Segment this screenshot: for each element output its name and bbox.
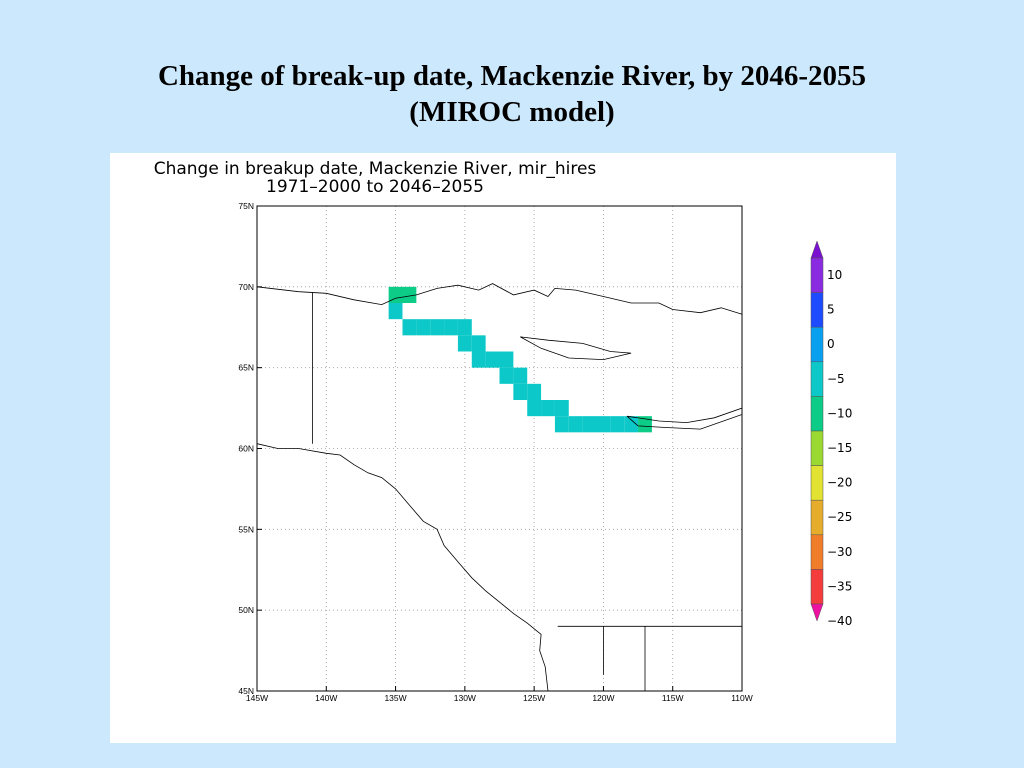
lon-tick-label: 120W — [592, 693, 614, 703]
colorbar-label: −15 — [827, 441, 852, 455]
colorbar-segment — [810, 240, 824, 259]
grid-cell — [568, 416, 583, 433]
grid-lines — [257, 206, 742, 691]
colorbar-label: −20 — [827, 476, 852, 490]
lat-tick-label: 45N — [238, 686, 254, 696]
colorbar-label: 10 — [827, 268, 842, 282]
map-figure: Change in breakup date, Mackenzie River,… — [154, 159, 853, 703]
colorbar-segment — [810, 361, 824, 397]
colorbar-label: 5 — [827, 303, 835, 317]
figure-title-line2: 1971–2000 to 2046–2055 — [266, 177, 484, 197]
colorbar: 10 5 0 −5 −10 −15 −20 −25 −30 −35 −40 — [810, 240, 852, 628]
grid-cell — [596, 416, 611, 433]
lon-tick-label: 140W — [315, 693, 337, 703]
arctic-coastline — [256, 283, 743, 315]
grid-cell — [638, 416, 652, 433]
grid-cell — [513, 383, 528, 400]
grid-cell — [624, 416, 639, 433]
lat-tick-label: 50N — [238, 605, 254, 615]
grid-cell — [457, 335, 472, 352]
lat-tick-label: 75N — [238, 201, 254, 211]
colorbar-label: −40 — [827, 614, 852, 628]
grid-cell — [471, 351, 486, 368]
lon-tick-label: 110W — [731, 693, 753, 703]
grid-cell — [554, 416, 569, 433]
grid-cell — [513, 367, 528, 384]
grid-cell — [582, 416, 597, 433]
grid-cell — [416, 319, 431, 336]
colorbar-label: −35 — [827, 579, 852, 593]
grid-cell — [388, 286, 403, 303]
lat-tick-label: 60N — [238, 444, 254, 454]
grid-cell — [402, 286, 417, 303]
colorbar-label: −30 — [827, 545, 852, 559]
colorbar-segment — [810, 292, 824, 328]
colorbar-segment — [810, 257, 824, 293]
grid-cell — [554, 400, 569, 417]
slide-title: Change of break-up date, Mackenzie River… — [0, 58, 1024, 130]
colorbar-segment — [810, 430, 824, 466]
lat-tick-label: 55N — [238, 524, 254, 534]
grid-cell — [541, 400, 555, 417]
grid-cell — [388, 303, 403, 320]
grid-cell — [402, 319, 417, 336]
grid-cell — [499, 351, 514, 368]
colorbar-label: 0 — [827, 337, 835, 351]
grid-cell — [430, 319, 445, 336]
colorbar-segment — [810, 396, 824, 432]
lon-tick-label: 135W — [384, 693, 406, 703]
grid-cell — [610, 416, 625, 433]
colorbar-label: −10 — [827, 406, 852, 420]
colorbar-segment — [810, 465, 824, 501]
lat-tick-label: 65N — [238, 363, 254, 373]
grid-cell — [444, 319, 458, 336]
colorbar-segment — [810, 569, 824, 605]
coastlines — [256, 283, 743, 692]
grid-cell — [499, 367, 514, 384]
lat-tick-label: 70N — [238, 282, 254, 292]
lon-tick-label: 130W — [454, 693, 476, 703]
grid-cell — [485, 351, 500, 368]
pacific-coastline — [256, 443, 549, 692]
colorbar-label: −25 — [827, 510, 852, 524]
grid-cell — [527, 400, 542, 417]
grid-cell — [457, 319, 472, 336]
lon-tick-label: 145W — [246, 693, 268, 703]
slide-title-line2: (MIROC model) — [409, 96, 615, 128]
lon-tick-label: 125W — [523, 693, 545, 703]
colorbar-segment — [810, 534, 824, 570]
grid-cell — [527, 383, 542, 400]
figure-title-line1: Change in breakup date, Mackenzie River,… — [154, 159, 597, 179]
colorbar-segment — [810, 603, 824, 622]
slide-title-line1: Change of break-up date, Mackenzie River… — [157, 60, 867, 92]
colorbar-segment — [810, 326, 824, 363]
colorbar-label: −5 — [827, 372, 845, 386]
grid-cell — [471, 335, 486, 352]
lake-outline — [520, 336, 632, 361]
lake-outline — [626, 407, 743, 430]
figure-panel: Change in breakup date, Mackenzie River,… — [110, 153, 896, 743]
colorbar-segment — [810, 499, 824, 536]
data-cells — [388, 286, 652, 433]
lon-tick-label: 115W — [662, 693, 684, 703]
